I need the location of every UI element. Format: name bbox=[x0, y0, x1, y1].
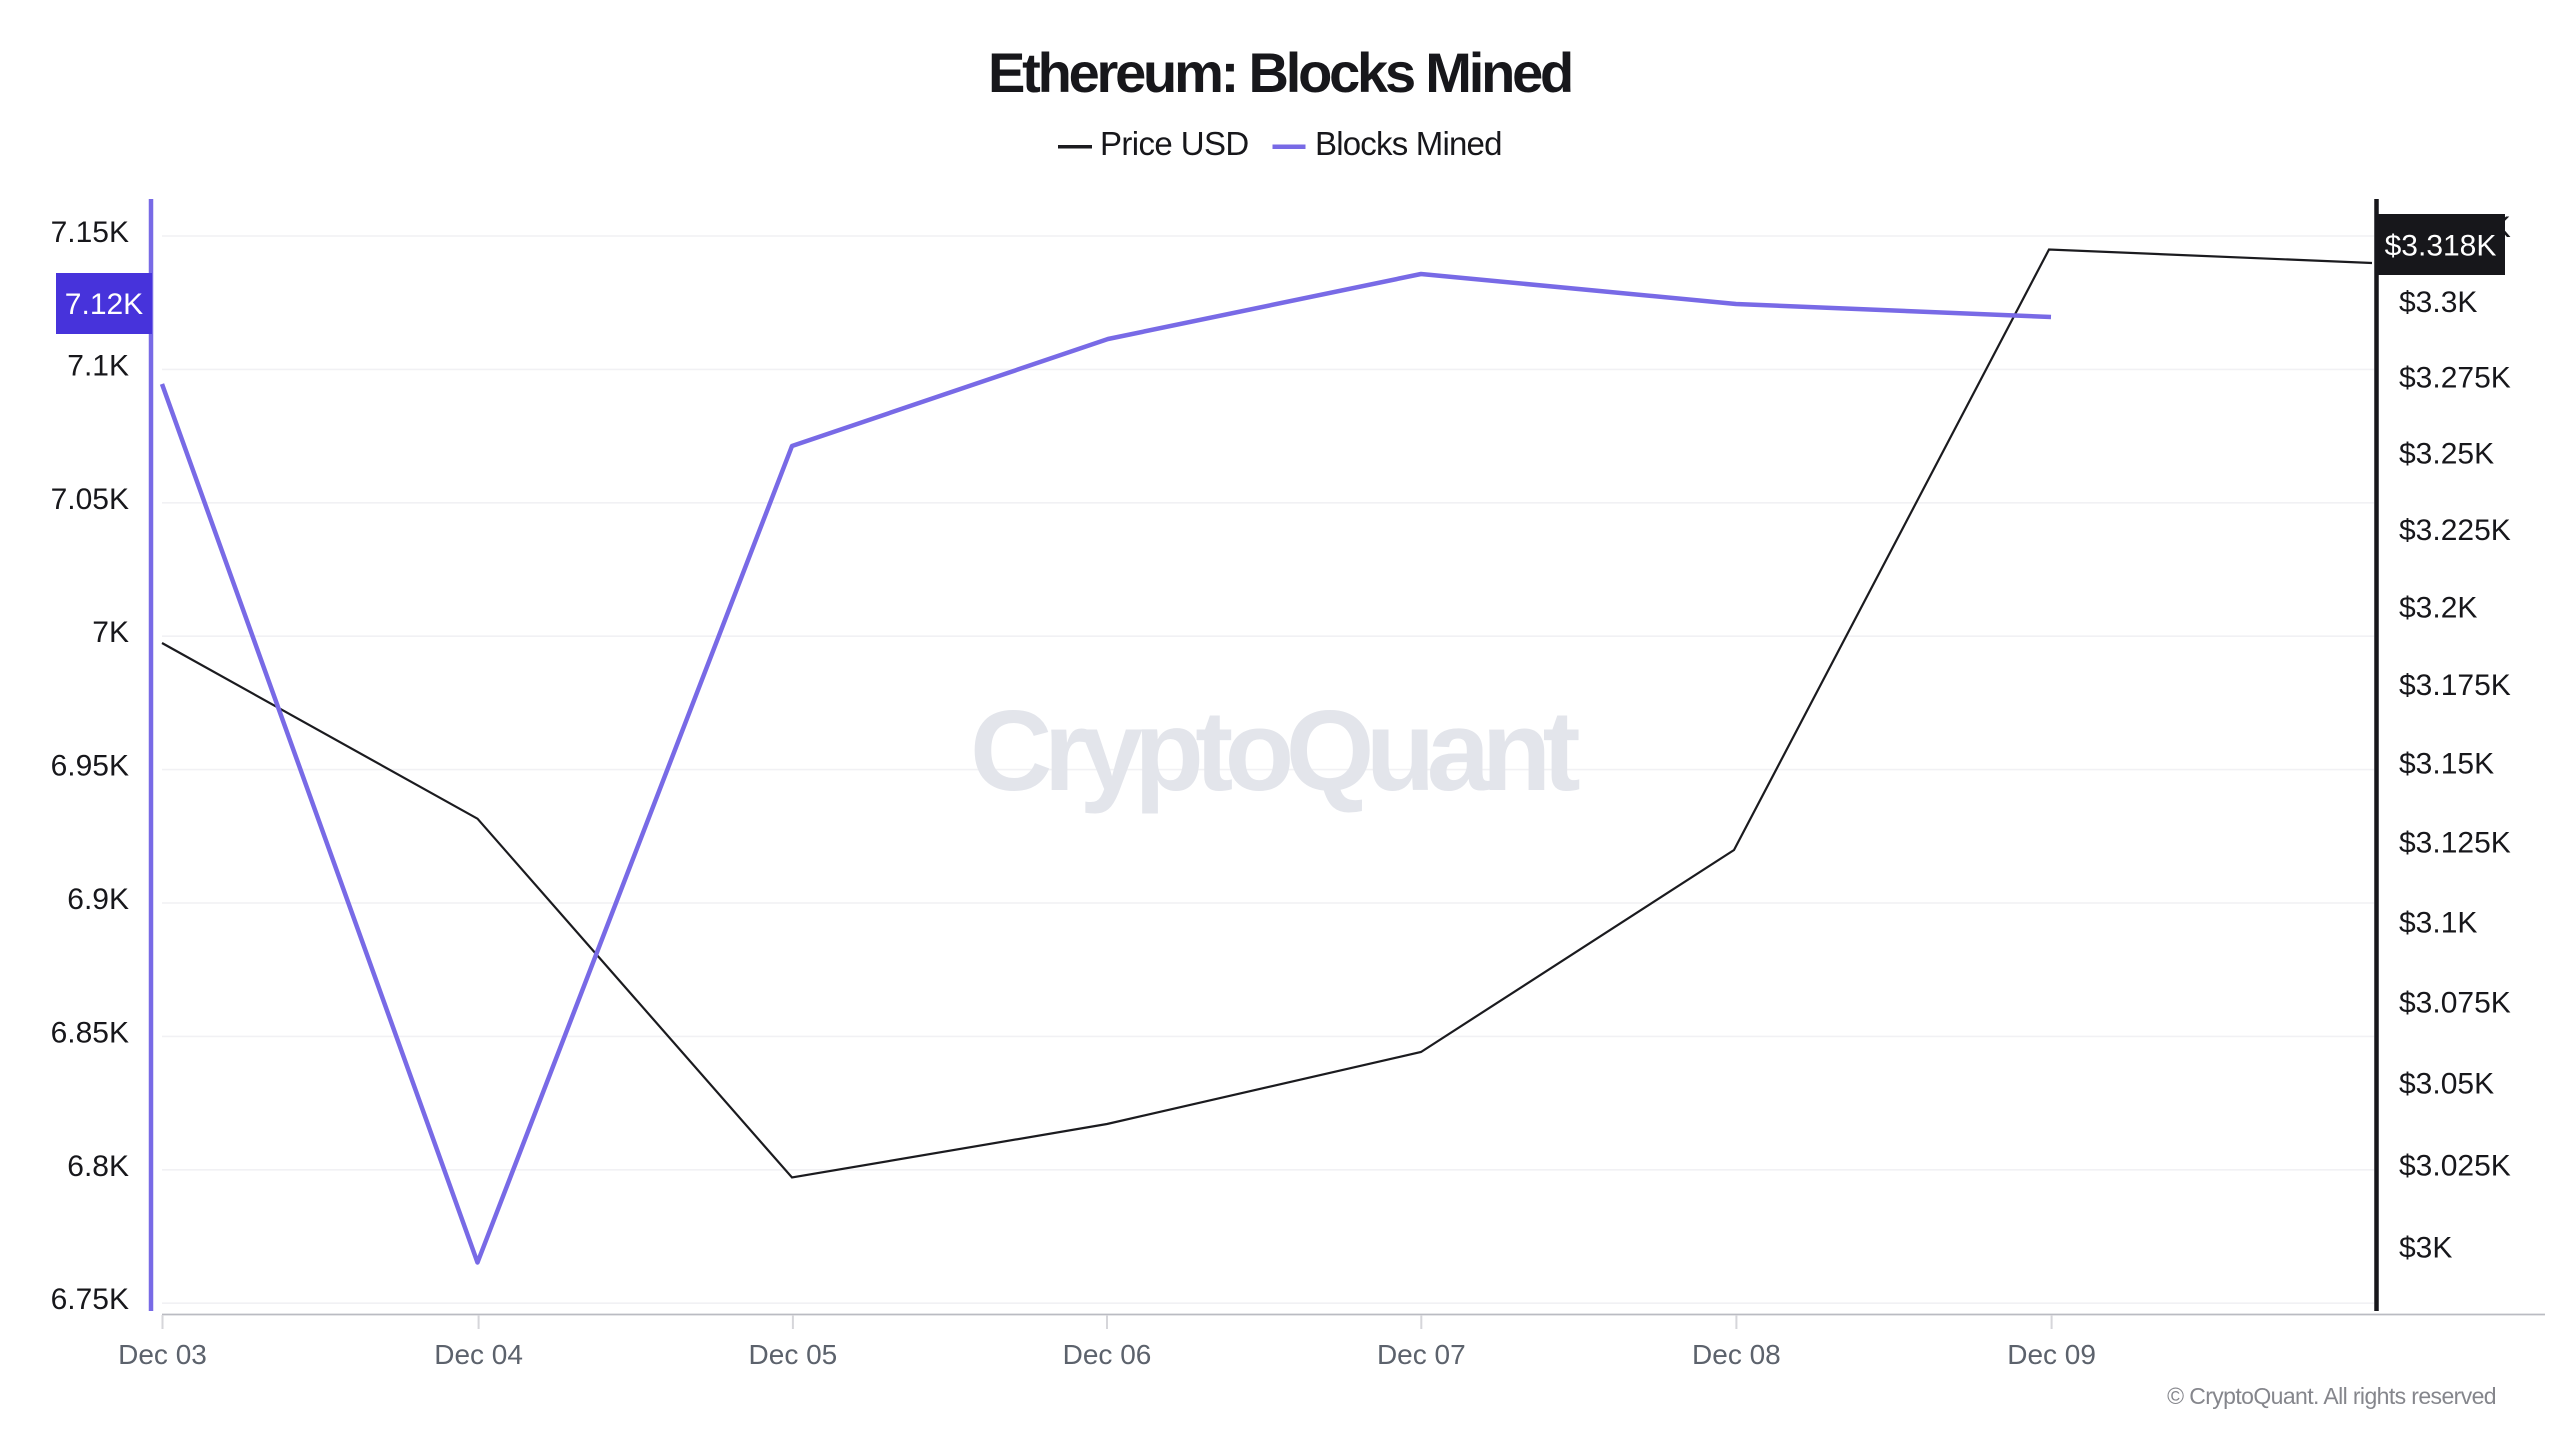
svg-text:$3K: $3K bbox=[2399, 1232, 2452, 1265]
svg-text:$3.1K: $3.1K bbox=[2399, 906, 2477, 939]
svg-text:Dec 06: Dec 06 bbox=[1063, 1339, 1152, 1370]
svg-text:$3.225K: $3.225K bbox=[2399, 514, 2511, 547]
svg-text:$3.15K: $3.15K bbox=[2399, 748, 2494, 781]
svg-text:Blocks Mined: Blocks Mined bbox=[1315, 125, 1502, 162]
svg-text:Dec 03: Dec 03 bbox=[118, 1339, 207, 1370]
svg-text:7.12K: 7.12K bbox=[65, 288, 143, 321]
svg-text:6.75K: 6.75K bbox=[51, 1283, 129, 1316]
svg-text:7.05K: 7.05K bbox=[51, 483, 129, 516]
svg-text:$3.175K: $3.175K bbox=[2399, 669, 2511, 702]
svg-text:$3.025K: $3.025K bbox=[2399, 1149, 2511, 1182]
svg-text:Dec 04: Dec 04 bbox=[434, 1339, 523, 1370]
svg-text:$3.318K: $3.318K bbox=[2385, 230, 2497, 263]
svg-text:7.1K: 7.1K bbox=[67, 349, 129, 382]
svg-text:CryptoQuant: CryptoQuant bbox=[970, 688, 1580, 815]
svg-text:$3.2K: $3.2K bbox=[2399, 591, 2477, 624]
svg-text:$3.25K: $3.25K bbox=[2399, 438, 2494, 471]
svg-text:Dec 09: Dec 09 bbox=[2007, 1339, 2096, 1370]
svg-text:Dec 07: Dec 07 bbox=[1377, 1339, 1466, 1370]
svg-text:Dec 08: Dec 08 bbox=[1692, 1339, 1781, 1370]
svg-text:6.95K: 6.95K bbox=[51, 750, 129, 783]
svg-text:Dec 05: Dec 05 bbox=[749, 1339, 838, 1370]
svg-text:$3.075K: $3.075K bbox=[2399, 987, 2511, 1020]
svg-text:Price USD: Price USD bbox=[1100, 125, 1249, 162]
svg-text:7K: 7K bbox=[92, 616, 129, 649]
svg-text:6.9K: 6.9K bbox=[67, 883, 129, 916]
svg-text:$3.05K: $3.05K bbox=[2399, 1068, 2494, 1101]
svg-text:Ethereum: Blocks Mined: Ethereum: Blocks Mined bbox=[988, 41, 1571, 104]
svg-text:© CryptoQuant. All rights rese: © CryptoQuant. All rights reserved bbox=[2167, 1383, 2496, 1409]
svg-text:6.85K: 6.85K bbox=[51, 1016, 129, 1049]
svg-text:6.8K: 6.8K bbox=[67, 1150, 129, 1183]
svg-text:7.15K: 7.15K bbox=[51, 216, 129, 249]
svg-text:$3.3K: $3.3K bbox=[2399, 286, 2477, 319]
svg-text:$3.125K: $3.125K bbox=[2399, 827, 2511, 860]
svg-text:$3.275K: $3.275K bbox=[2399, 362, 2511, 395]
